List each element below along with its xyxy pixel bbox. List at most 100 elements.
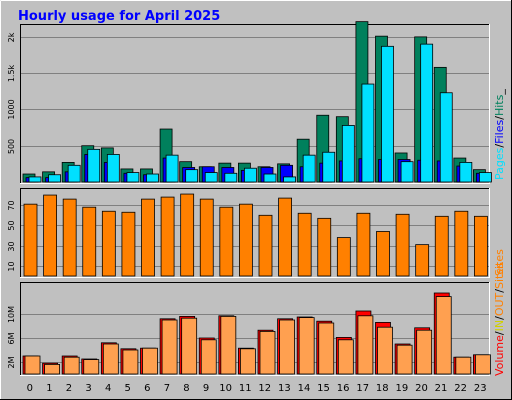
- x-tick-label: 12: [258, 383, 271, 394]
- bar-out-10: [220, 315, 237, 375]
- bar-sites-19: [395, 213, 410, 277]
- bar-out-19: [396, 344, 413, 375]
- bar-out-3: [83, 359, 100, 375]
- bar-pages-13: [283, 176, 296, 183]
- bar-out-0: [24, 355, 41, 375]
- x-tick-label: 3: [85, 383, 91, 394]
- bar-pages-20: [420, 43, 434, 183]
- legend-entry: Sites: [493, 249, 506, 276]
- x-tick-label: 16: [337, 383, 350, 394]
- x-tick-label: 7: [164, 383, 170, 394]
- y-tick-label: 10M: [7, 306, 16, 323]
- bar-sites-10: [219, 206, 234, 277]
- bar-sites-17: [356, 212, 371, 277]
- bar-sites-22: [454, 210, 469, 277]
- bar-out-2: [63, 356, 80, 375]
- legend-entry: /: [493, 116, 506, 120]
- legend-entry: Files: [493, 119, 506, 143]
- y-tick-label: 1000: [7, 99, 16, 119]
- bar-out-5: [122, 349, 139, 375]
- x-tick-label: 22: [454, 383, 467, 394]
- y-tick-label: 2k: [7, 32, 16, 42]
- bar-out-1: [44, 363, 60, 375]
- legend-entry: IN: [493, 320, 506, 331]
- x-tick-label: 8: [183, 383, 189, 394]
- y-tick-label: 2M: [7, 356, 16, 368]
- bar-sites-11: [239, 203, 253, 277]
- bar-sites-15: [317, 217, 332, 277]
- y-tick-label: 50: [7, 220, 16, 230]
- legend-2: Volume/IN/OUT/Sites: [493, 262, 506, 376]
- bar-out-22: [455, 356, 472, 375]
- x-tick-label: 2: [66, 383, 72, 394]
- y-tick-label: 1.5k: [7, 64, 16, 82]
- x-tick-label: 20: [415, 383, 428, 394]
- bar-sites-8: [180, 193, 195, 277]
- bar-out-23: [475, 354, 491, 375]
- bar-out-8: [181, 317, 198, 375]
- bar-out-14: [298, 317, 315, 375]
- bar-pages-18: [381, 45, 394, 183]
- bar-out-13: [279, 319, 295, 375]
- x-tick-label: 15: [317, 383, 330, 394]
- bar-sites-20: [415, 244, 430, 277]
- bar-pages-15: [322, 151, 336, 183]
- bar-pages-4: [106, 154, 120, 183]
- bar-out-16: [337, 339, 354, 375]
- bar-out-18: [377, 326, 393, 375]
- bar-pages-19: [400, 161, 414, 183]
- legend-entry: OUT: [493, 292, 506, 316]
- bar-out-4: [102, 343, 119, 375]
- x-tick-label: 23: [474, 383, 487, 394]
- legend-entry: _: [493, 89, 506, 96]
- x-tick-label: 14: [298, 383, 311, 394]
- panel-area: [20, 188, 490, 278]
- bar-pages-9: [204, 172, 218, 183]
- bar-sites-1: [43, 194, 57, 277]
- legend-entry: Hits: [493, 94, 506, 116]
- legend-entry: Pages: [493, 147, 506, 180]
- x-tick-label: 9: [203, 383, 209, 394]
- bar-sites-5: [121, 211, 136, 277]
- bar-pages-10: [224, 172, 238, 183]
- x-tick-label: 19: [396, 383, 409, 394]
- bar-sites-6: [141, 198, 155, 277]
- legend-entry: Sites: [493, 262, 506, 289]
- bar-out-11: [240, 348, 256, 375]
- bar-pages-5: [126, 172, 140, 183]
- x-tick-label: 11: [239, 383, 252, 394]
- bar-out-7: [161, 319, 178, 375]
- legend-0: Pages/Files/Hits_: [493, 89, 506, 180]
- bar-pages-6: [146, 173, 159, 183]
- legend-1: Sites: [493, 249, 506, 276]
- bar-out-17: [357, 315, 374, 375]
- bar-pages-17: [361, 83, 375, 183]
- bar-out-9: [200, 339, 217, 375]
- x-tick-label: 6: [144, 383, 150, 394]
- y-tick-label: 70: [7, 200, 16, 210]
- legend-entry: /: [493, 289, 506, 293]
- bar-sites-13: [278, 197, 292, 277]
- bar-sites-21: [434, 215, 449, 277]
- bar-out-6: [142, 347, 158, 375]
- bar-pages-14: [302, 154, 316, 183]
- x-tick-label: 21: [435, 383, 448, 394]
- bar-pages-7: [165, 154, 179, 183]
- y-tick-label: 500: [7, 139, 16, 154]
- y-tick-label: 6M: [7, 332, 16, 344]
- x-tick-label: 13: [278, 383, 291, 394]
- x-tick-label: 10: [219, 383, 232, 394]
- bar-pages-11: [244, 167, 257, 183]
- bar-sites-12: [258, 214, 273, 277]
- bar-sites-0: [23, 203, 38, 277]
- legend-entry: /: [493, 331, 506, 335]
- bar-out-12: [259, 330, 276, 375]
- bar-sites-2: [62, 198, 77, 277]
- bar-sites-9: [199, 198, 214, 277]
- x-tick-label: 1: [46, 383, 52, 394]
- bar-pages-1: [48, 174, 61, 183]
- bar-sites-3: [82, 206, 97, 277]
- bar-out-20: [416, 329, 433, 375]
